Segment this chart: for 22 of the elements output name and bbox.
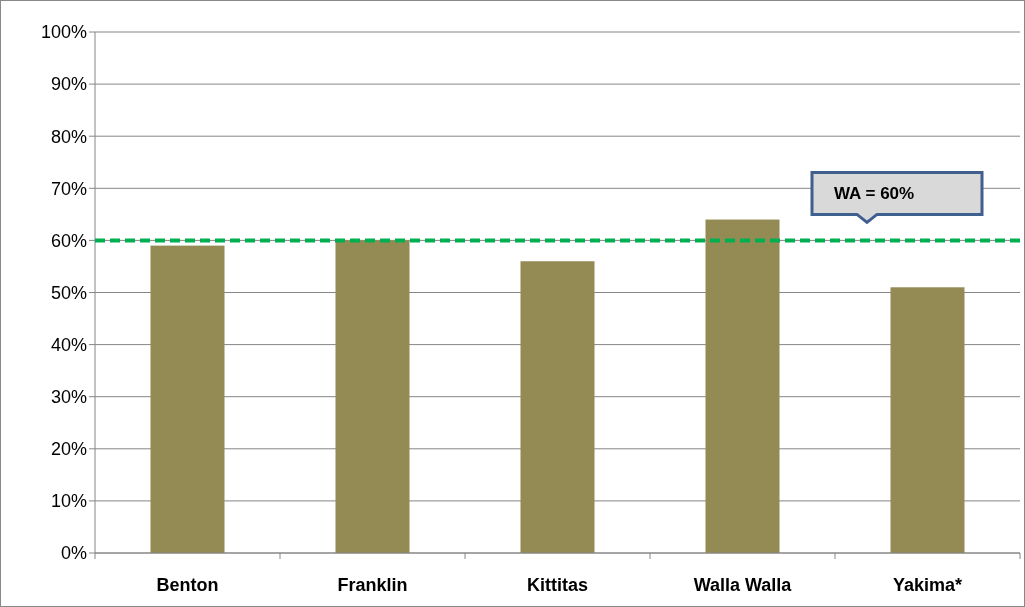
ref-line-label: WA = 60% <box>834 184 915 204</box>
y-tick-label: 20% <box>50 439 87 460</box>
y-tick-label: 60% <box>50 230 87 251</box>
y-tick-label: 0% <box>60 543 87 564</box>
x-tick-label: Franklin <box>337 575 408 595</box>
bar <box>705 219 780 553</box>
y-tick-label: 100% <box>40 22 87 43</box>
y-tick-label: 80% <box>50 126 87 147</box>
bar <box>890 287 965 553</box>
y-tick-label: 90% <box>50 74 87 95</box>
y-tick-label: 40% <box>50 334 87 355</box>
bar <box>335 240 410 553</box>
y-tick-label: 50% <box>50 282 87 303</box>
y-tick-label: 10% <box>50 491 87 512</box>
x-tick-label: Benton <box>156 575 219 595</box>
bar <box>520 261 595 553</box>
x-tick-label: Walla Walla <box>693 575 793 595</box>
bar <box>150 245 225 553</box>
y-tick-label: 70% <box>50 178 87 199</box>
x-tick-label: Kittitas <box>526 575 589 595</box>
y-tick-label: 30% <box>50 387 87 407</box>
x-tick-label: Yakima* <box>892 575 963 595</box>
